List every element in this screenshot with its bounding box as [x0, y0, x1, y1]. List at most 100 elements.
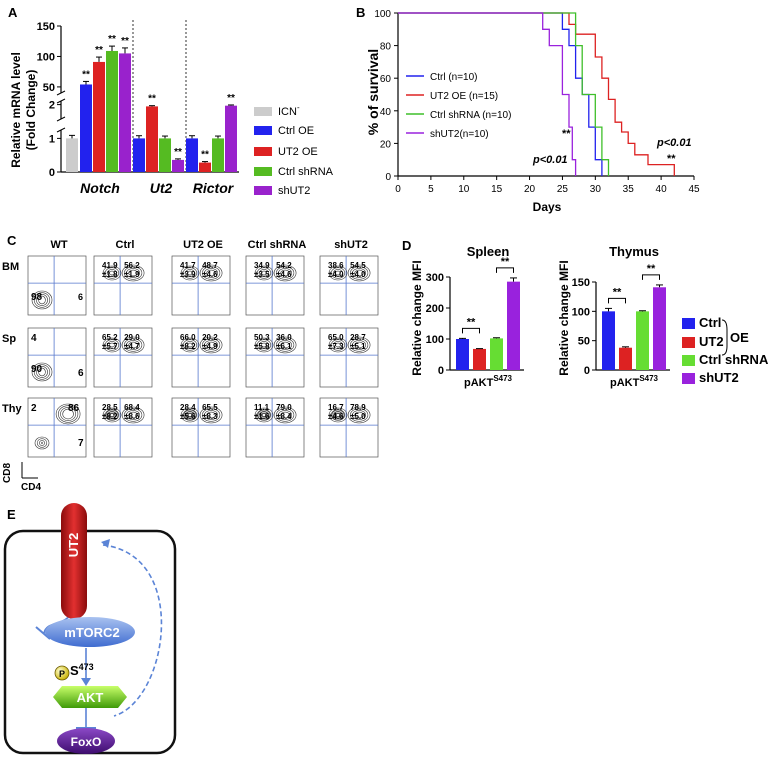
panel-b-legend-label: Ctrl (n=10)	[430, 72, 478, 83]
panel-c-dp-value: 28.5	[102, 403, 118, 412]
panel-c-contour	[262, 413, 266, 417]
panel-c-contour	[347, 264, 371, 282]
panel-a-legend-label: Ctrl OE	[278, 125, 314, 137]
panel-b-x-tick-label: 30	[590, 184, 602, 195]
panel-c-contour	[199, 406, 223, 424]
panel-c-contour	[180, 407, 200, 423]
panel-a-legend-text: Ctrl shRNA	[278, 166, 334, 178]
panel-b-x-tick-label: 35	[623, 184, 635, 195]
panel-c-contour	[259, 269, 269, 277]
panel-c-cd4-error-value: 4.7	[128, 342, 140, 351]
panel-a-significance-mark: **	[82, 69, 90, 80]
panel-c-dp-error-value: 4.0	[332, 270, 344, 279]
panel-c-row-label: BM	[2, 261, 19, 273]
panel-c-contour	[333, 411, 343, 419]
panel-c-contour	[206, 341, 216, 349]
panel-c-cd4-error-value: 8.4	[280, 412, 292, 421]
panel-c-contour	[354, 411, 364, 419]
panel-b-y-tick-label: 80	[380, 42, 392, 53]
panel-c-contour	[256, 267, 272, 279]
panel-d-y-tick-label: 100	[572, 306, 590, 318]
panel-c-cd4-error: ±6.1	[276, 342, 292, 351]
panel-d-legend-swatch	[682, 373, 695, 384]
panel-c-cd4-error: ±4.6	[202, 270, 218, 279]
panel-c-dp-value: 50.3	[254, 333, 270, 342]
panel-c-dp-value: 41.9	[102, 261, 118, 270]
panel-c-pm-sign: ±	[328, 412, 333, 421]
panel-c-flow-plot: 98 6	[27, 255, 87, 316]
panel-c-dp-error: ±5.8	[254, 342, 270, 351]
panel-c-cd4-error-value: 4.6	[280, 270, 292, 279]
panel-c-contour	[102, 337, 122, 353]
panel-c-contour	[350, 338, 369, 352]
panel-c-cd4-error: ±4.9	[202, 342, 218, 351]
panel-c-contour	[121, 336, 145, 354]
panel-c-contour	[328, 265, 348, 281]
panel-c-pm-sign: ±	[254, 412, 259, 421]
panel-a-y-axis-label: Relative mRNA level (Fold Change)	[9, 52, 38, 168]
panel-c-contour	[278, 410, 292, 420]
panel-c-cd4-value: 20.2	[202, 333, 218, 342]
panel-a-y-tick-label: 50	[43, 82, 55, 94]
panel-b-legend-label: UT2 OE (n=15)	[430, 91, 498, 102]
panel-c-dp-error-value: 3.5	[258, 270, 270, 279]
panel-d-y-tick-label: 300	[426, 272, 444, 284]
panel-c-contour	[280, 269, 290, 277]
panel-c-contour	[273, 264, 297, 282]
panel-c-contour	[185, 269, 195, 277]
panel-c-contour	[257, 409, 271, 421]
panel-c-contour	[187, 342, 193, 348]
panel-c-dp-value: 11.1	[254, 403, 270, 412]
panel-c-contour	[280, 411, 290, 419]
panel-c-contour	[62, 408, 74, 420]
panel-b-legend-label: shUT2(n=10)	[430, 129, 489, 140]
ut2-label: UT2	[66, 533, 81, 558]
panel-c-dp-error-value: 3.9	[184, 270, 196, 279]
panel-c-dp-error: ±4.0	[328, 270, 344, 279]
panel-c-contour	[55, 403, 81, 425]
panel-c-column-header: shUT2	[334, 239, 368, 251]
panel-a-axis-break-mark	[56, 90, 66, 96]
panel-c-contour	[180, 337, 200, 353]
panel-c-plot-frame	[171, 255, 231, 316]
panel-c-contour	[107, 341, 117, 349]
panel-c-contour	[124, 338, 143, 352]
panel-a-legend-swatch	[254, 186, 272, 195]
panel-c-contour	[347, 336, 371, 354]
panel-c-contour	[57, 405, 79, 423]
panel-a-category-label: Notch	[80, 180, 120, 196]
panel-c-dp-value: 16.7	[328, 403, 344, 412]
panel-b-significance: **	[562, 128, 571, 140]
panel-a-legend-text: ICN	[278, 106, 297, 118]
panel-a-bar	[159, 138, 171, 172]
panel-c-flow-plot: 65.0±7.328.7±5.1	[319, 327, 379, 388]
panel-a-bar	[66, 138, 78, 172]
panel-c-contour	[352, 340, 366, 350]
panel-d-xlabel-sup: S473	[639, 374, 658, 383]
panel-c-contour	[352, 410, 366, 420]
panel-c-dp-error: ±3.9	[180, 270, 196, 279]
panel-c-contour	[254, 265, 274, 281]
panel-c-contour	[185, 341, 195, 349]
phospho-p-circle	[54, 665, 70, 681]
panel-d-bar	[636, 311, 649, 370]
panel-c-contour	[202, 408, 221, 422]
panel-c-dp-error: ±3.5	[254, 270, 270, 279]
panel-c-wt-percent: 86	[68, 403, 80, 414]
panel-c-flow-plot: 90 4 6	[27, 327, 87, 388]
panel-c-contour	[256, 339, 272, 351]
panel-c-contour	[34, 436, 50, 450]
panel-c-flow-plot: 2 86 7	[27, 397, 87, 458]
panel-a-axis-break-mark	[56, 98, 66, 104]
panel-a-bar	[199, 162, 211, 172]
panel-d-legend-brace	[721, 319, 728, 356]
panel-a-bar-chart: Relative mRNA level (Fold Change) 0 1 2 50 1…	[9, 20, 334, 197]
panel-c-cd4-error: ±4.6	[276, 270, 292, 279]
panel-c-axis-x-label: CD4	[21, 482, 41, 493]
panel-c-dp-error-value: 5.7	[106, 342, 118, 351]
panel-c-dp-value: 38.6	[328, 261, 344, 270]
panel-a-y-tick-label: 100	[37, 51, 55, 63]
panel-d-y-tick-label: 0	[584, 365, 590, 377]
panel-c-wt-percent: 98	[31, 292, 43, 303]
panel-c-contour	[33, 292, 51, 308]
